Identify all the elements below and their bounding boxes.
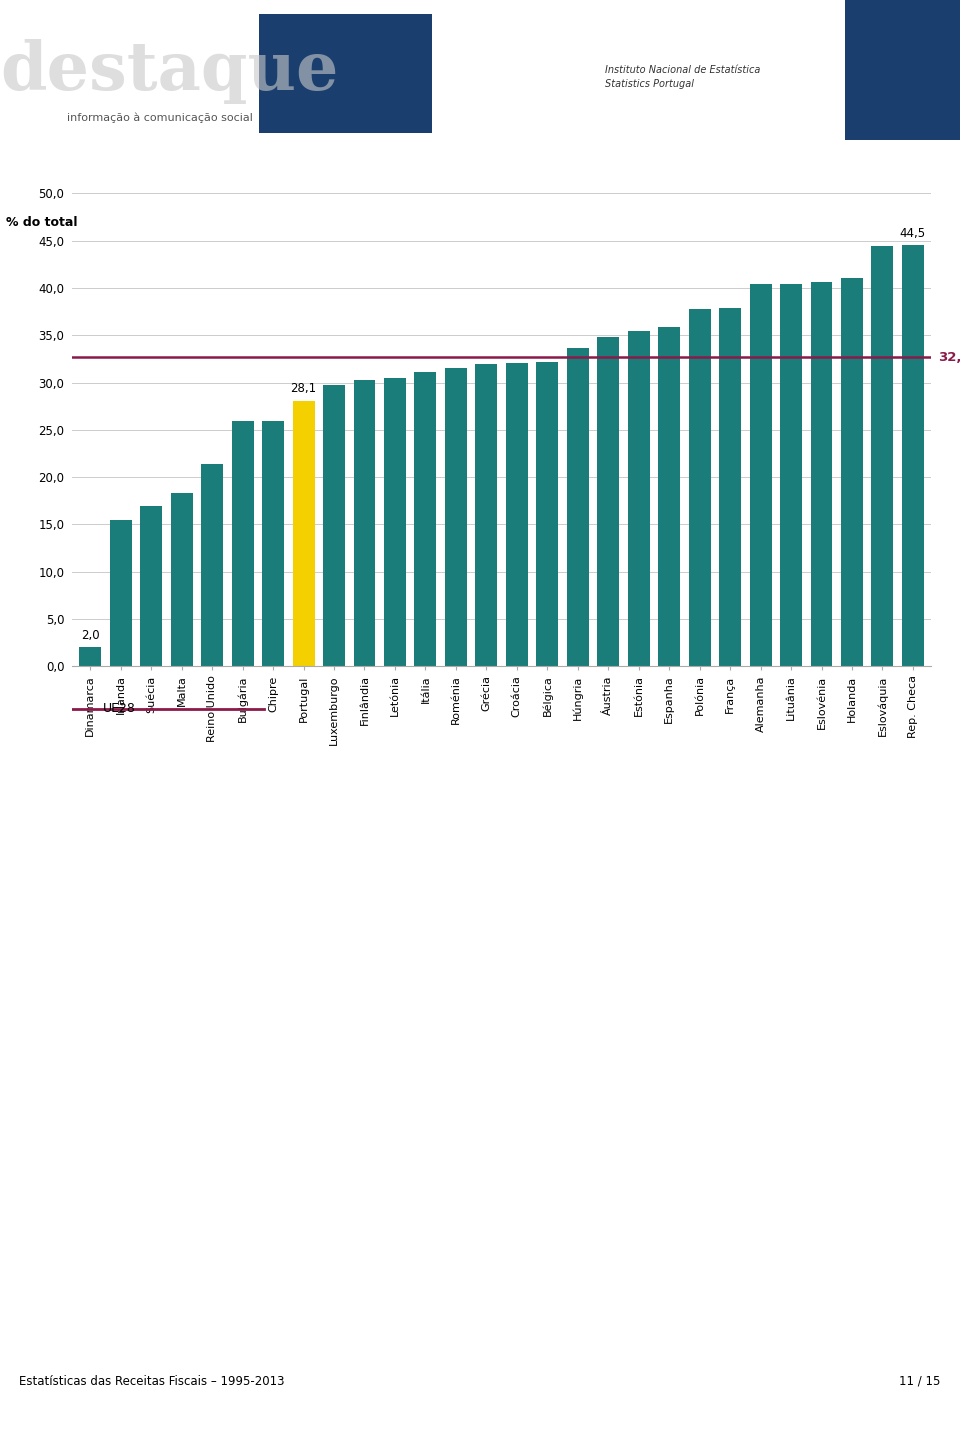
- Text: % do total: % do total: [6, 215, 78, 229]
- Text: 44,5: 44,5: [900, 226, 926, 239]
- Bar: [444, 368, 467, 666]
- Bar: [171, 493, 193, 666]
- Bar: [140, 506, 162, 666]
- Bar: [109, 520, 132, 666]
- Bar: [475, 364, 497, 666]
- Text: destaque: destaque: [0, 39, 339, 105]
- Bar: [841, 278, 863, 666]
- FancyBboxPatch shape: [845, 0, 960, 140]
- Text: Instituto Nacional de Estatística
Statistics Portugal: Instituto Nacional de Estatística Statis…: [605, 64, 760, 89]
- Bar: [415, 373, 437, 666]
- Text: UE28: UE28: [104, 702, 136, 715]
- FancyBboxPatch shape: [259, 14, 432, 133]
- Text: informação à comunicação social: informação à comunicação social: [67, 112, 253, 123]
- Bar: [597, 337, 619, 666]
- Bar: [506, 363, 528, 666]
- Text: Gráfico 6 – Peso das contribuições sociais efetivas na carga fiscal, nos países : Gráfico 6 – Peso das contribuições socia…: [82, 155, 878, 168]
- Text: 2,0: 2,0: [81, 629, 100, 642]
- Bar: [688, 310, 710, 666]
- Bar: [324, 385, 345, 666]
- Bar: [750, 284, 772, 666]
- Bar: [353, 380, 375, 666]
- Bar: [872, 246, 894, 666]
- Bar: [262, 421, 284, 666]
- Bar: [202, 464, 223, 666]
- Bar: [231, 421, 253, 666]
- Bar: [659, 327, 680, 666]
- Bar: [719, 308, 741, 666]
- Text: 32,7: 32,7: [938, 351, 960, 364]
- Text: 28,1: 28,1: [291, 383, 317, 396]
- Bar: [537, 361, 559, 666]
- Bar: [902, 245, 924, 666]
- Text: www.ine.pt   |   Serviço de Comunicação e Imagem - Tel: +351 21.842.61.00 - sci@: www.ine.pt | Serviço de Comunicação e Im…: [218, 1409, 742, 1422]
- Bar: [384, 378, 406, 666]
- Bar: [628, 331, 650, 666]
- Text: 11 / 15: 11 / 15: [900, 1374, 941, 1389]
- Text: Estatísticas das Receitas Fiscais – 1995-2013: Estatísticas das Receitas Fiscais – 1995…: [19, 1374, 285, 1389]
- Bar: [80, 648, 101, 666]
- Bar: [566, 348, 588, 666]
- Bar: [810, 282, 832, 666]
- Bar: [293, 401, 315, 666]
- Bar: [780, 284, 802, 666]
